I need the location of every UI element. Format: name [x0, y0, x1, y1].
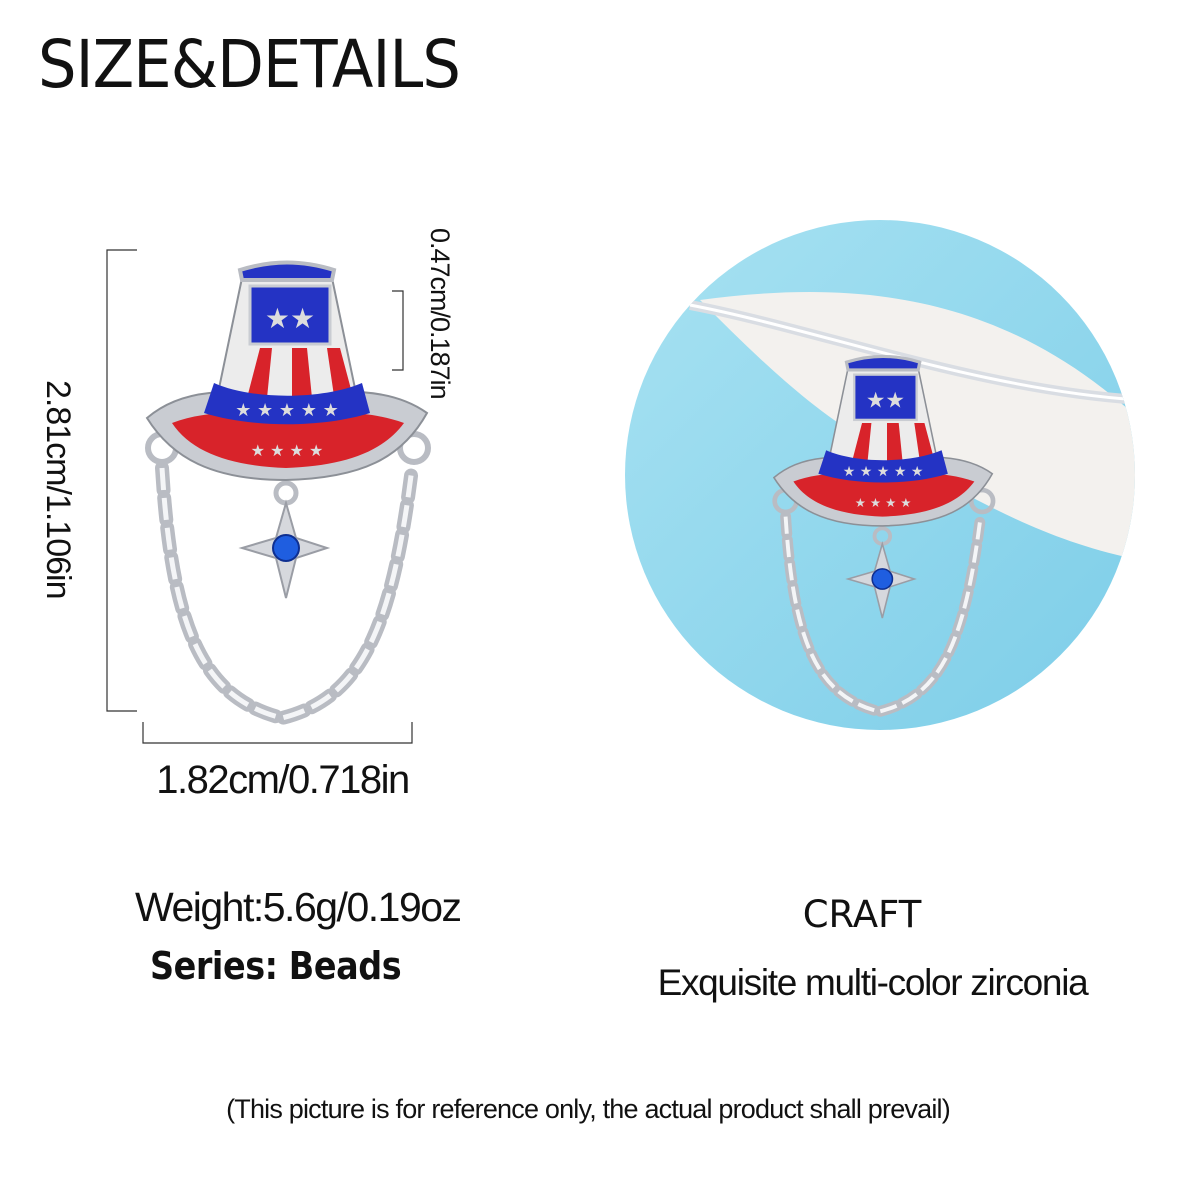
width-dimension-label: 1.82cm/0.718in [156, 758, 410, 802]
width-bracket [142, 722, 413, 744]
weight-spec: Weight:5.6g/0.19oz [135, 884, 462, 930]
lifestyle-photo [625, 220, 1135, 730]
height-bracket [106, 249, 137, 712]
craft-description: Exquisite multi-color zirconia [657, 962, 1089, 1003]
craft-heading: CRAFT [802, 893, 922, 936]
disclaimer-text: (This picture is for reference only, the… [226, 1094, 951, 1124]
bail-bracket [392, 290, 404, 371]
height-dimension-label: 2.81cm/1.106in [39, 380, 77, 599]
bail-dimension-label: 0.47cm/0.187in [425, 228, 455, 399]
page-title: SIZE&DETAILS [38, 26, 461, 103]
charm-product-image [147, 263, 428, 719]
series-spec: Series: Beads [150, 944, 402, 988]
